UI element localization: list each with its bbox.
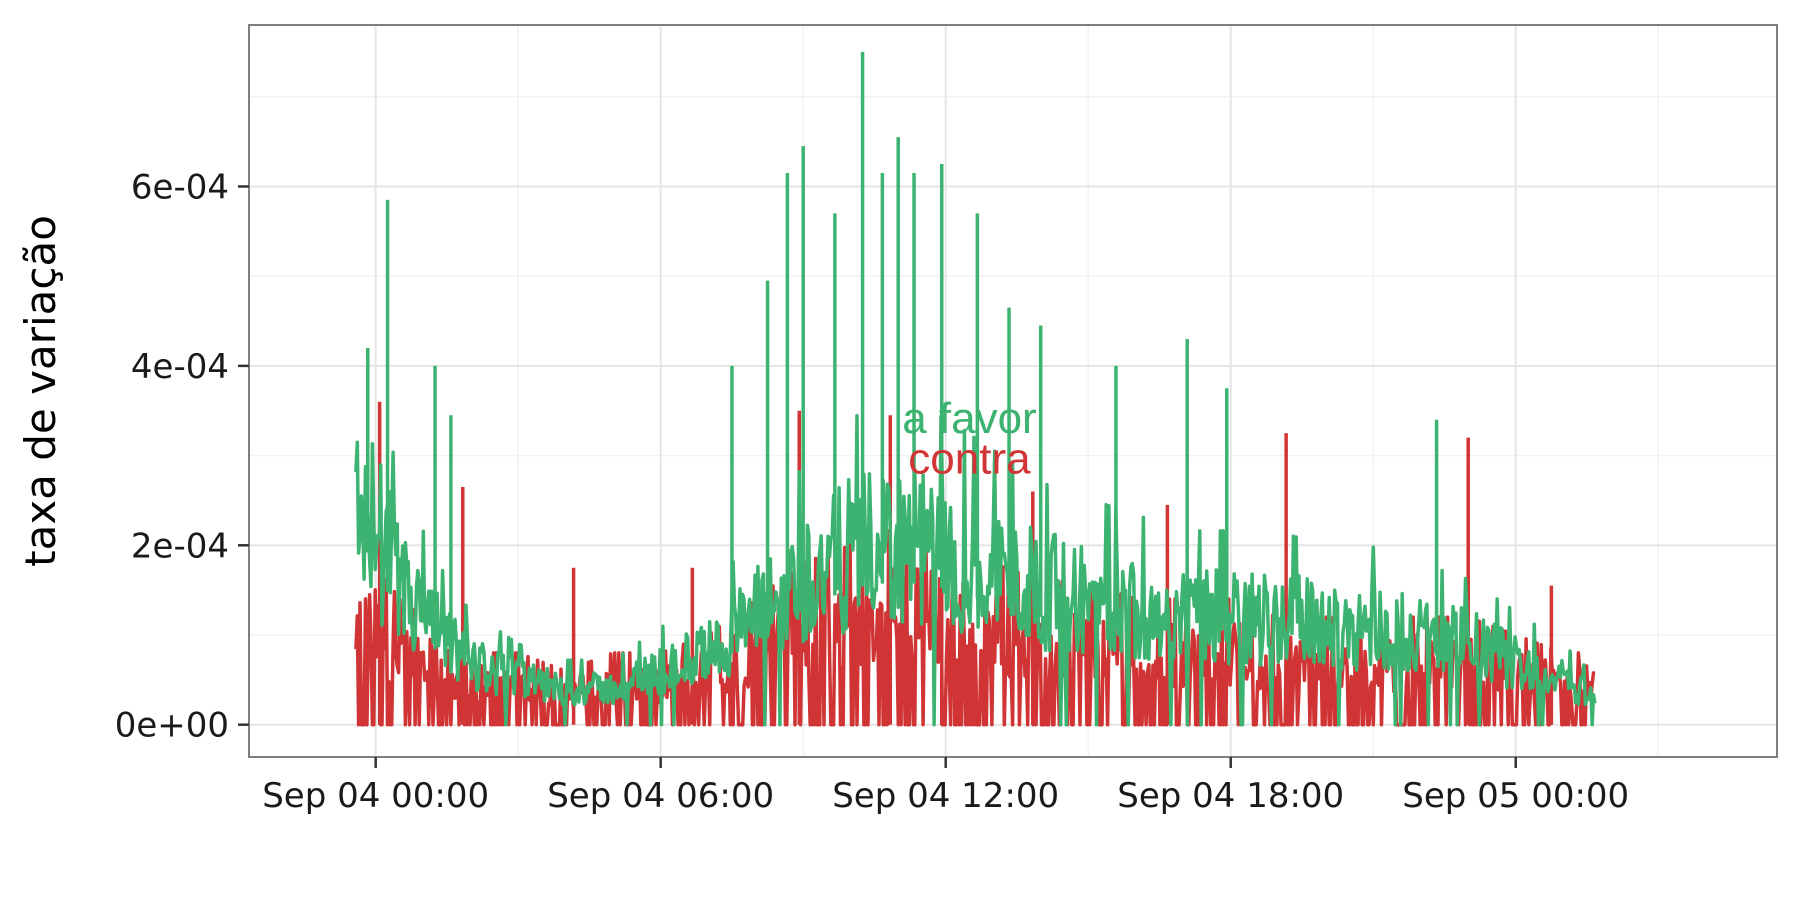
series-layer: [354, 51, 1597, 727]
x-tick-label: Sep 04 00:00: [262, 776, 489, 816]
y-tick-label: 0e+00: [115, 706, 229, 746]
axes: Sep 04 00:00 Sep 04 06:00 Sep 04 12:00 Sep …: [115, 167, 1630, 816]
x-tick-label: Sep 04 18:00: [1117, 776, 1344, 816]
series-line: [354, 414, 1597, 727]
annotation-label: a favor: [902, 394, 1037, 443]
y-tick-label: 4e-04: [131, 347, 229, 387]
y-tick-label: 2e-04: [131, 526, 229, 566]
x-tick-label: Sep 05 00:00: [1402, 776, 1629, 816]
series-a-favor: [354, 51, 1597, 727]
plot-border: [248, 24, 1778, 758]
annotation-label: contra: [908, 435, 1031, 484]
x-tick-label: Sep 04 12:00: [832, 776, 1059, 816]
x-tick-label: Sep 04 06:00: [547, 776, 774, 816]
y-axis-title: taxa de variação: [16, 215, 65, 567]
y-tick-label: 6e-04: [131, 167, 229, 207]
